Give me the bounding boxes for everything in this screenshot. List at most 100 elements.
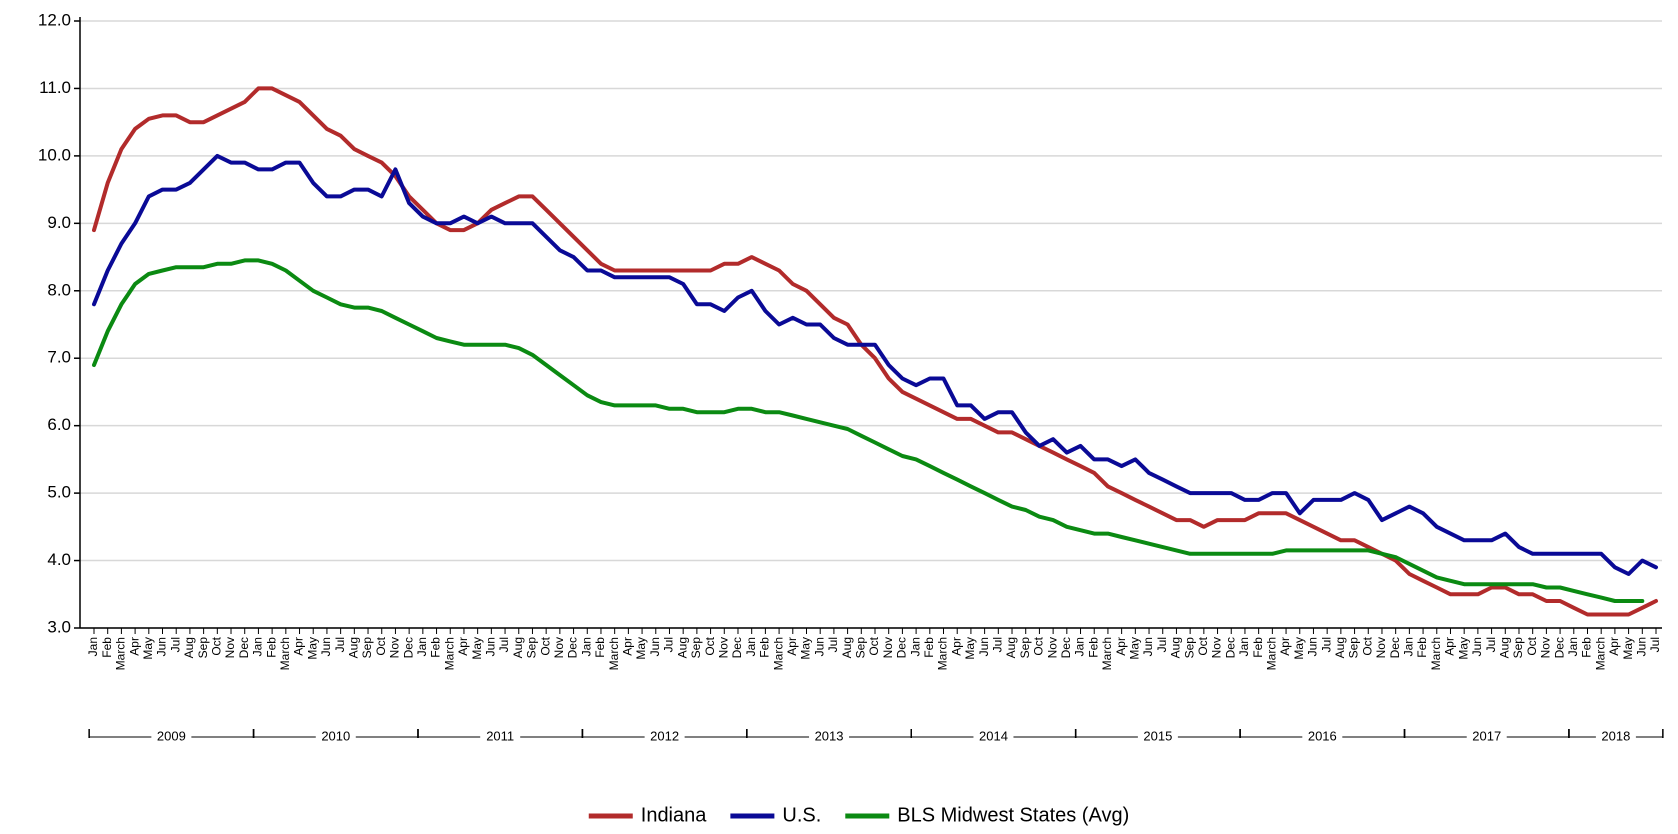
x-tick-label: Jan (251, 637, 265, 656)
x-tick-label: Oct (209, 636, 223, 655)
x-tick-label: Apr (1443, 637, 1457, 656)
legend-item: BLS Midwest States (Avg) (845, 804, 1129, 826)
year-label-bg (1466, 729, 1507, 745)
x-tick-label: May (305, 637, 319, 660)
x-tick-label: Sep (1347, 637, 1361, 659)
year-label-bg (1595, 729, 1636, 745)
x-tick-label: Aug (511, 637, 525, 658)
y-tick-label: 7.0 (47, 348, 71, 367)
x-tick-label: Nov (552, 637, 566, 658)
x-tick-label: Aug (675, 637, 689, 658)
year-label-bg (1137, 729, 1178, 745)
x-tick-label: Feb (1086, 637, 1100, 658)
x-tick-label: Sep (196, 637, 210, 659)
x-tick-label: Jun (1634, 637, 1648, 656)
x-tick-label: Feb (1251, 637, 1265, 658)
x-tick-label: Dec (1388, 637, 1402, 658)
x-tick-label: Oct (1360, 636, 1374, 655)
x-tick-label: Dec (401, 637, 415, 658)
year-label-bg (151, 729, 192, 745)
x-tick-label: Dec (730, 637, 744, 658)
year-label: 2016 (1308, 728, 1337, 743)
x-tick-label: Jan (1073, 637, 1087, 656)
x-tick-label: Jan (415, 637, 429, 656)
y-tick-label: 9.0 (47, 213, 71, 232)
legend-label: U.S. (782, 804, 821, 826)
y-tick-label: 6.0 (47, 415, 71, 434)
x-tick-label: Jan (744, 637, 758, 656)
x-tick-label: Sep (1182, 637, 1196, 659)
x-tick-label: Nov (1045, 637, 1059, 658)
legend-label: Indiana (641, 804, 707, 826)
y-tick-label: 12.0 (38, 10, 71, 29)
x-tick-label: Jun (1141, 637, 1155, 656)
x-tick-label: Jul (1648, 637, 1662, 652)
x-tick-label: May (470, 637, 484, 660)
x-tick-label: Jun (319, 637, 333, 656)
x-tick-label: March (771, 637, 785, 670)
x-tick-label: Feb (264, 637, 278, 658)
x-tick-label: Feb (1580, 637, 1594, 658)
year-label: 2011 (486, 728, 514, 743)
x-tick-label: May (1456, 637, 1470, 660)
x-tick-label: Apr (949, 637, 963, 656)
x-tick-label: Jul (497, 637, 511, 652)
x-tick-label: Apr (1278, 637, 1292, 656)
x-tick-label: Jun (1470, 637, 1484, 656)
x-tick-label: Aug (1497, 637, 1511, 658)
x-tick-label: Jul (662, 637, 676, 652)
x-tick-label: Jul (990, 637, 1004, 652)
x-tick-label: Aug (1169, 637, 1183, 658)
x-tick-label: Nov (716, 637, 730, 658)
x-tick-label: May (1128, 637, 1142, 660)
x-tick-label: Jul (1319, 637, 1333, 652)
y-tick-label: 11.0 (39, 78, 71, 97)
x-tick-label: Sep (1511, 637, 1525, 659)
x-tick-label: Sep (689, 637, 703, 659)
legend-item: Indiana (588, 804, 707, 826)
x-tick-label: Sep (525, 637, 539, 659)
x-tick-label: Jan (579, 637, 593, 656)
x-tick-label: Sep (360, 637, 374, 659)
year-label: 2013 (815, 728, 844, 743)
year-label: 2017 (1472, 728, 1501, 743)
x-tick-label: March (1265, 637, 1279, 670)
x-tick-label: Oct (1525, 636, 1539, 655)
year-label: 2018 (1601, 728, 1630, 743)
x-tick-label: Jun (812, 637, 826, 656)
x-tick-label: Feb (429, 637, 443, 658)
x-tick-label: Jun (977, 637, 991, 656)
x-tick-label: Nov (1374, 637, 1388, 658)
x-tick-label: Oct (867, 636, 881, 655)
x-tick-label: Aug (1004, 637, 1018, 658)
x-tick-label: May (1621, 637, 1635, 660)
x-tick-label: Jan (1237, 637, 1251, 656)
x-tick-label: Apr (785, 637, 799, 656)
x-tick-label: Apr (1114, 637, 1128, 656)
x-tick-label: May (634, 637, 648, 660)
x-tick-label: Oct (703, 636, 717, 655)
x-tick-label: Aug (182, 637, 196, 658)
x-tick-label: Jul (333, 637, 347, 652)
x-tick-label: Dec (1223, 637, 1237, 658)
series-line (92, 153, 1658, 576)
x-tick-label: Jun (155, 637, 169, 656)
x-tick-label: March (1429, 637, 1443, 670)
x-tick-label: Jan (86, 637, 100, 656)
x-tick-label: Jan (1402, 637, 1416, 656)
y-tick-label: 3.0 (47, 617, 71, 636)
x-tick-label: Feb (100, 637, 114, 658)
x-tick-label: March (1100, 637, 1114, 670)
year-label-bg (480, 729, 521, 745)
x-tick-label: Apr (127, 637, 141, 656)
y-tick-label: 5.0 (47, 483, 71, 502)
x-tick-label: Jan (908, 637, 922, 656)
x-tick-label: Sep (853, 637, 867, 659)
x-tick-label: March (442, 637, 456, 670)
x-tick-label: Oct (374, 636, 388, 655)
x-tick-label: Feb (1415, 637, 1429, 658)
x-tick-label: Aug (840, 637, 854, 658)
x-tick-label: Feb (593, 637, 607, 658)
y-tick-label: 4.0 (47, 550, 71, 569)
series-line (92, 258, 1645, 603)
